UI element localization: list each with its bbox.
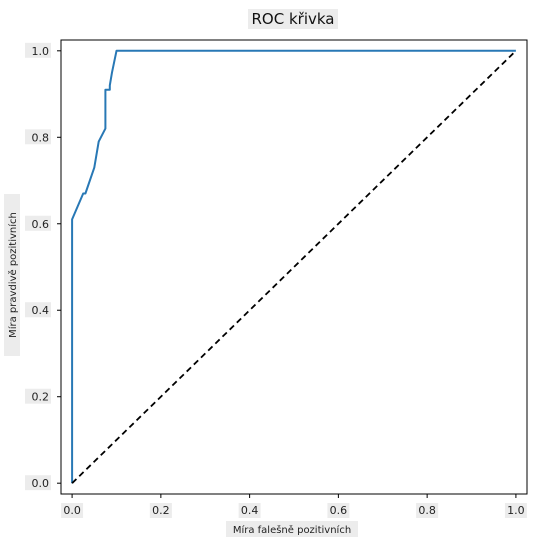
x-tick-label-background xyxy=(238,503,261,518)
title-background xyxy=(248,9,338,29)
x-tick-label: 0.6 xyxy=(330,504,348,517)
x-tick-label: 0.8 xyxy=(418,504,436,517)
x-tick-label: 0.4 xyxy=(241,504,259,517)
x-axis-label: Míra falešně pozitivních xyxy=(233,524,351,536)
roc-curve-line xyxy=(71,49,516,484)
chart-title: ROC křivka xyxy=(252,10,335,28)
y-tick-label: 0.8 xyxy=(32,131,50,144)
x-tick-label-background xyxy=(416,503,439,518)
y-tick-label-background xyxy=(25,42,51,58)
y-tick-label-background xyxy=(25,475,51,491)
x-tick-label: 0.0 xyxy=(63,504,81,517)
chance-diagonal-line xyxy=(71,50,517,484)
y-tick-label: 0.0 xyxy=(32,477,50,490)
series-group xyxy=(71,49,517,484)
plot-frame xyxy=(60,39,528,495)
y-tick-label: 0.6 xyxy=(32,218,50,231)
y-tick-label: 1.0 xyxy=(32,45,50,58)
y-tick-label-background xyxy=(25,302,51,318)
x-tick-label-background xyxy=(504,503,527,518)
y-tick-label-background xyxy=(25,388,51,404)
y-tick-label-background xyxy=(25,215,51,231)
y-axis-label: Míra pravdivě pozitivních xyxy=(7,212,19,338)
x-tick-label: 1.0 xyxy=(507,504,525,517)
x-axis-label-background xyxy=(226,521,358,537)
x-tick-label-background xyxy=(61,503,84,518)
x-tick-label-background xyxy=(327,503,350,518)
axis-ticks: 0.0 0.2 0.4 0.6 0.8 1.0 0.0 0.2 0.4 0.6 0.8 1.0 xyxy=(25,42,527,518)
y-tick-label-background xyxy=(25,129,51,145)
y-axis-label-background xyxy=(4,194,20,356)
y-tick-label: 0.2 xyxy=(32,391,50,404)
y-tick-label: 0.4 xyxy=(32,304,50,317)
x-tick-label: 0.2 xyxy=(152,504,170,517)
x-tick-label-background xyxy=(149,503,172,518)
